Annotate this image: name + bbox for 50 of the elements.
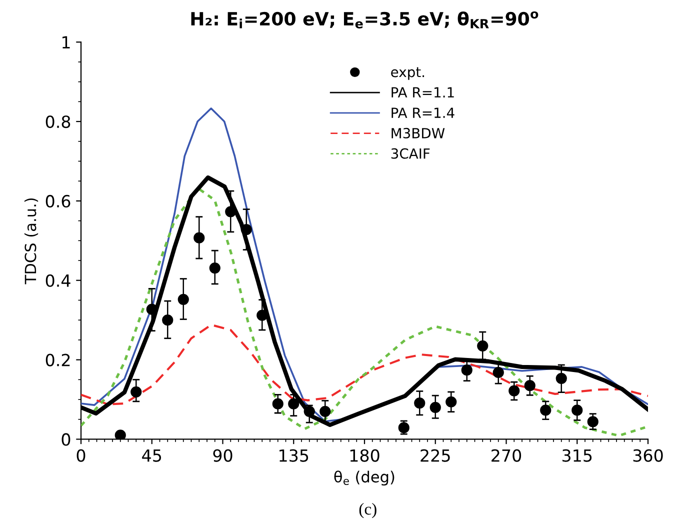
legend-label: PA R=1.1 [392,87,454,98]
point [461,364,472,376]
x-tick-label: 135 [280,449,308,462]
point [256,310,268,321]
point [209,262,220,274]
x-tick-label: 45 [142,449,162,462]
point [272,398,284,410]
point [178,294,189,305]
point [288,398,300,410]
point [524,380,536,392]
legend-label: 3CAIF [391,148,430,159]
x-tick-label: 225 [420,449,450,462]
point [430,402,441,413]
point [304,406,315,417]
point [556,372,567,384]
point [240,224,252,236]
x-tick-label: 90 [213,449,232,462]
point [320,406,331,417]
text: (c) [359,502,376,518]
y-tick-label: 0.2 [46,354,70,366]
y-tick-label: 0.4 [46,274,70,287]
point [508,385,520,396]
legend-label: PA R=1.4 [392,108,454,118]
y-tick-label: 0.6 [46,194,70,208]
x-axis-title: θ$_{e}$ (deg) [334,470,394,486]
x-tick-label: 0 [76,449,86,462]
point [225,206,236,218]
x-tick-label: 270 [492,449,522,462]
y-tick-label: 0.8 [46,115,70,128]
point [398,422,410,434]
legend-label: M3BDW [392,128,445,138]
point [540,404,552,416]
legend-label: expt. [391,67,424,80]
point [572,404,583,416]
point [477,340,488,352]
chart-title: H₂: E$_{i}$=200 eV; E$_{e}$=3.5 eV; θ$_{KR}$=90$^{o}$ [191,11,538,28]
y-axis-title: TDCS (a.u.) [24,198,38,284]
point [114,430,126,440]
y-tick-label: 1 [62,36,70,48]
point [492,366,504,378]
x-tick-label: 180 [350,449,380,462]
point [162,314,174,326]
point [194,232,205,244]
y-tick-label: 0 [62,433,70,446]
point [414,398,426,409]
point [130,386,142,398]
point [587,416,598,428]
x-tick-label: 315 [562,449,592,462]
x-tick-label: 360 [633,449,663,462]
point [446,396,457,408]
